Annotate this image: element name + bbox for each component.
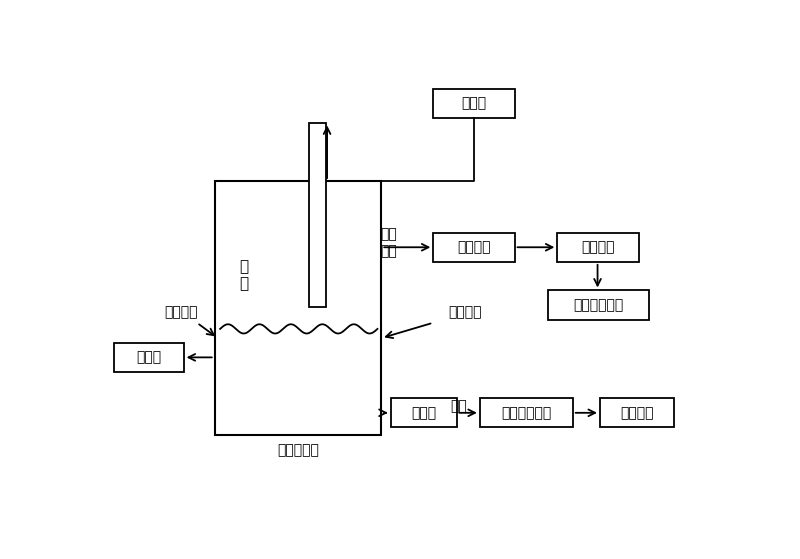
Text: 二次燃烧: 二次燃烧 xyxy=(581,240,614,254)
Text: 铁水: 铁水 xyxy=(450,400,467,414)
Text: 熔融还原炉: 熔融还原炉 xyxy=(277,443,319,457)
Bar xyxy=(600,398,674,428)
Text: 炉料喷吹: 炉料喷吹 xyxy=(165,305,198,319)
Bar xyxy=(480,398,573,428)
Bar xyxy=(310,122,326,307)
Bar xyxy=(390,398,457,428)
Text: 烟气除尘: 烟气除尘 xyxy=(457,240,490,254)
Text: 出铁口: 出铁口 xyxy=(411,406,436,420)
Text: 炼钢车间: 炼钢车间 xyxy=(620,406,654,420)
Text: 余热回收发电: 余热回收发电 xyxy=(573,298,623,312)
Bar xyxy=(214,181,382,435)
Text: 排渣口: 排渣口 xyxy=(136,350,162,364)
Text: 制氧机: 制氧机 xyxy=(462,96,486,110)
Text: 炉料喷吹: 炉料喷吹 xyxy=(449,305,482,319)
Text: 烟气
烟道: 烟气 烟道 xyxy=(381,228,398,258)
Bar xyxy=(114,343,184,372)
Bar xyxy=(434,89,514,118)
Text: 氧
枪: 氧 枪 xyxy=(239,259,248,291)
Bar xyxy=(558,233,638,262)
Text: 炉外脱磷、硫: 炉外脱磷、硫 xyxy=(501,406,551,420)
Bar xyxy=(434,233,514,262)
Bar xyxy=(548,290,649,320)
